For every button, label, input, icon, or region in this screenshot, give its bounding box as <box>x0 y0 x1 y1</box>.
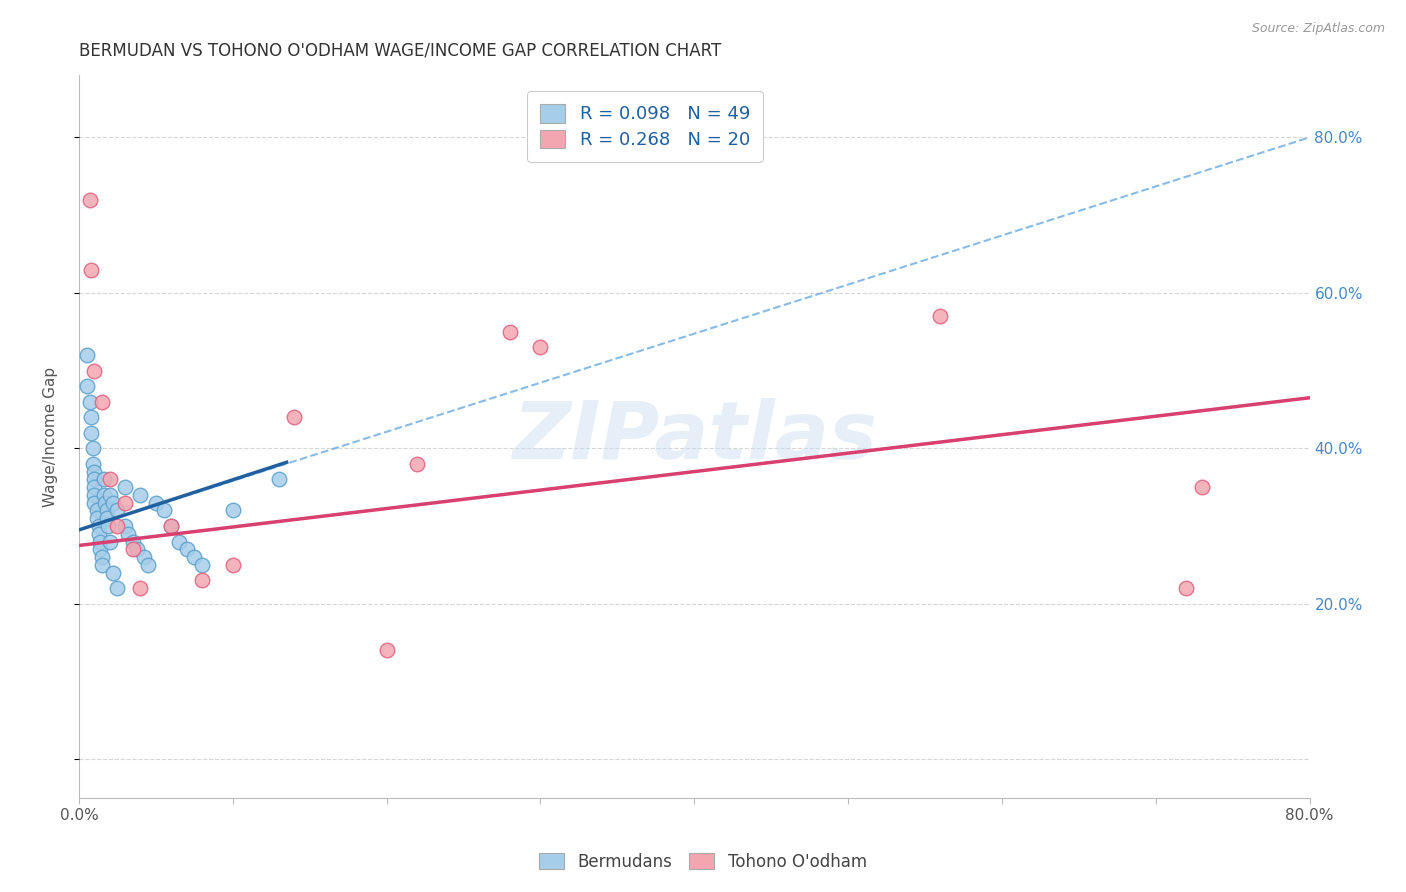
Point <box>91 394 114 409</box>
Point <box>86 503 108 517</box>
Point <box>83 480 105 494</box>
Point <box>87 526 110 541</box>
Point <box>167 534 190 549</box>
Point <box>98 472 121 486</box>
Point <box>93 488 115 502</box>
Point <box>83 363 105 377</box>
Point <box>191 558 214 572</box>
Point <box>160 519 183 533</box>
Text: Source: ZipAtlas.com: Source: ZipAtlas.com <box>1251 22 1385 36</box>
Point <box>929 309 952 323</box>
Point <box>94 496 117 510</box>
Point <box>117 526 139 541</box>
Text: BERMUDAN VS TOHONO O'ODHAM WAGE/INCOME GAP CORRELATION CHART: BERMUDAN VS TOHONO O'ODHAM WAGE/INCOME G… <box>79 42 721 60</box>
Point <box>83 465 105 479</box>
Point <box>114 496 136 510</box>
Point <box>1191 480 1213 494</box>
Point <box>82 442 104 456</box>
Point <box>107 519 129 533</box>
Point <box>160 519 183 533</box>
Point <box>101 566 124 580</box>
Point <box>121 534 143 549</box>
Point <box>529 340 551 354</box>
Point <box>76 348 98 362</box>
Point <box>283 410 305 425</box>
Point <box>101 496 124 510</box>
Point <box>87 519 110 533</box>
Point <box>145 496 167 510</box>
Point <box>136 558 159 572</box>
Legend: R = 0.098   N = 49, R = 0.268   N = 20: R = 0.098 N = 49, R = 0.268 N = 20 <box>527 92 762 161</box>
Point <box>121 542 143 557</box>
Point <box>96 511 118 525</box>
Point <box>107 503 129 517</box>
Point <box>498 325 520 339</box>
Text: ZIPatlas: ZIPatlas <box>512 398 877 475</box>
Y-axis label: Wage/Income Gap: Wage/Income Gap <box>44 367 58 507</box>
Point <box>80 262 103 277</box>
Point <box>98 488 121 502</box>
Point <box>1175 581 1198 595</box>
Point <box>375 643 398 657</box>
Point <box>98 534 121 549</box>
Point <box>82 457 104 471</box>
Point <box>127 542 149 557</box>
Point <box>406 457 429 471</box>
Point <box>79 394 101 409</box>
Point <box>183 550 205 565</box>
Point <box>129 488 152 502</box>
Point <box>222 503 245 517</box>
Point <box>96 503 118 517</box>
Point <box>76 379 98 393</box>
Point <box>83 488 105 502</box>
Point <box>89 534 111 549</box>
Point <box>132 550 155 565</box>
Point <box>267 472 290 486</box>
Point <box>83 496 105 510</box>
Point <box>152 503 174 517</box>
Point <box>176 542 198 557</box>
Point <box>93 472 115 486</box>
Legend: Bermudans, Tohono O'odham: Bermudans, Tohono O'odham <box>531 845 875 880</box>
Point <box>107 581 129 595</box>
Point <box>129 581 152 595</box>
Point <box>191 574 214 588</box>
Point <box>222 558 245 572</box>
Point <box>79 193 101 207</box>
Point <box>91 550 114 565</box>
Point <box>114 519 136 533</box>
Point <box>114 480 136 494</box>
Point <box>86 511 108 525</box>
Point <box>91 558 114 572</box>
Point <box>89 542 111 557</box>
Point <box>97 519 120 533</box>
Point <box>80 425 103 440</box>
Point <box>83 472 105 486</box>
Point <box>80 410 103 425</box>
